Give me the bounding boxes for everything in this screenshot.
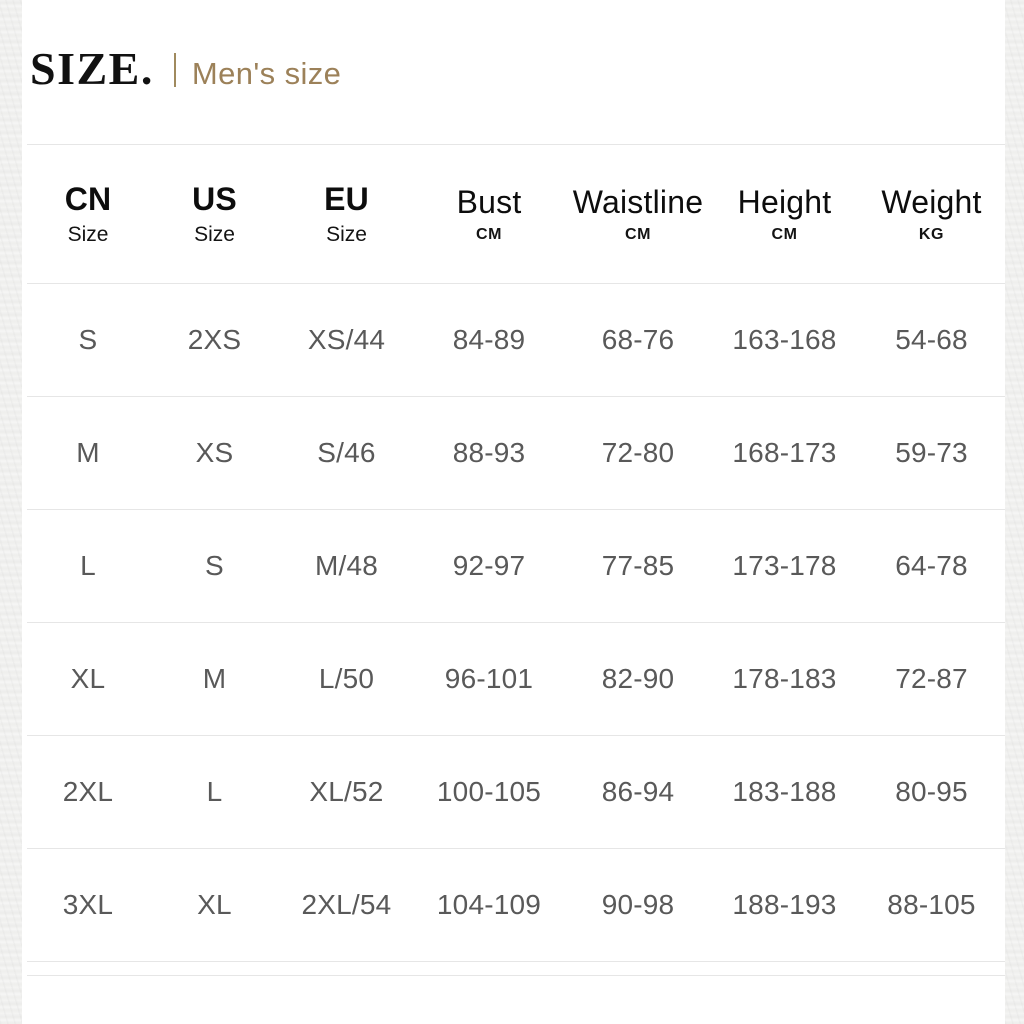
table-row: M XS S/46 88-93 72-80 168-173 59-73 [27, 397, 1005, 510]
column-header-cn: CN Size [27, 145, 149, 284]
table-row: L S M/48 92-97 77-85 173-178 64-78 [27, 510, 1005, 623]
column-header-stack-height: Height CM [711, 186, 858, 243]
column-header-weight: Weight KG [858, 145, 1005, 284]
cell-weight: 54-68 [895, 324, 968, 355]
cell-bust: 96-101 [444, 663, 534, 694]
column-header-title-eu: EU [324, 181, 369, 217]
cell-height: 183-188 [732, 776, 837, 807]
column-header-stack-eu: EU Size [280, 183, 413, 245]
cell-bust: 92-97 [452, 550, 526, 581]
cell-weight: 72-87 [895, 663, 968, 694]
column-header-unit-eu: Size [326, 223, 367, 246]
column-header-stack-weight: Weight KG [858, 186, 1005, 243]
column-header-stack-cn: CN Size [27, 183, 149, 245]
table-header: CN Size US Size EU Size Bust CM Waistline CM Heigh… [27, 144, 1005, 284]
table-row: XL M L/50 96-101 82-90 178-183 72-87 [27, 623, 1005, 736]
table-row: 3XL XL 2XL/54 104-109 90-98 188-193 88-105 [27, 849, 1005, 962]
column-header-unit-us: Size [194, 223, 235, 246]
cell-cn: S [78, 324, 98, 355]
cell-weight: 80-95 [895, 776, 968, 807]
cell-waist: 68-76 [601, 324, 675, 355]
column-header-title-cn: CN [64, 181, 112, 217]
cell-waist: 86-94 [601, 776, 675, 807]
cell-eu: XS/44 [307, 324, 386, 355]
cell-bust: 84-89 [452, 324, 526, 355]
cell-us: XL [197, 889, 232, 920]
cell-us: M [202, 663, 227, 694]
paper-texture-left-edge [0, 0, 22, 1024]
column-header-height: Height CM [711, 145, 858, 284]
cell-waist: 77-85 [601, 550, 675, 581]
cell-cn: 3XL [62, 889, 114, 920]
column-header-title-weight: Weight [881, 183, 982, 220]
column-header-unit-weight: KG [918, 225, 945, 243]
cell-height: 178-183 [732, 663, 837, 694]
column-header-waist: Waistline CM [565, 145, 711, 284]
cell-height: 168-173 [732, 437, 837, 468]
cell-us: 2XS [187, 324, 242, 355]
table-header-row: CN Size US Size EU Size Bust CM Waistline CM Heigh… [27, 144, 1005, 284]
column-header-title-waist: Waistline [572, 183, 704, 220]
cell-height: 163-168 [732, 324, 837, 355]
cell-bust: 104-109 [436, 889, 542, 920]
cell-eu: L/50 [318, 663, 375, 694]
cell-eu: 2XL/54 [301, 889, 392, 920]
title-divider-bar [173, 53, 176, 87]
cell-cn: XL [70, 663, 106, 694]
column-header-us: US Size [149, 145, 280, 284]
cell-us: XS [195, 437, 234, 468]
table-row: 2XL L XL/52 100-105 86-94 183-188 80-95 [27, 736, 1005, 849]
cell-eu: M/48 [314, 550, 379, 581]
cell-waist: 82-90 [601, 663, 675, 694]
cell-bust: 100-105 [436, 776, 542, 807]
cell-height: 173-178 [732, 550, 837, 581]
column-header-unit-waist: CM [624, 225, 652, 243]
cell-eu: XL/52 [309, 776, 384, 807]
cell-waist: 90-98 [601, 889, 675, 920]
column-header-stack-waist: Waistline CM [565, 186, 711, 243]
cell-bust: 88-93 [452, 437, 526, 468]
cell-eu: S/46 [317, 437, 376, 468]
cell-cn: M [76, 437, 100, 468]
cell-cn: 2XL [62, 776, 114, 807]
column-header-stack-us: US Size [149, 183, 280, 245]
column-header-stack-bust: Bust CM [413, 186, 565, 243]
column-header-unit-cn: Size [67, 223, 109, 246]
column-header-unit-bust: CM [475, 225, 503, 243]
cell-weight: 88-105 [887, 889, 976, 920]
size-chart-table: CN Size US Size EU Size Bust CM Waistline CM Heigh… [27, 144, 1005, 962]
paper-texture-right-edge [1005, 0, 1024, 1024]
cell-us: S [205, 550, 224, 581]
cell-weight: 64-78 [895, 550, 968, 581]
cell-height: 188-193 [732, 889, 837, 920]
column-header-title-bust: Bust [456, 183, 522, 220]
table-row: S 2XS XS/44 84-89 68-76 163-168 54-68 [27, 284, 1005, 397]
column-header-eu: EU Size [280, 145, 413, 284]
cell-weight: 59-73 [895, 437, 968, 468]
column-header-title-us: US [192, 181, 237, 217]
cell-waist: 72-80 [601, 437, 675, 468]
page-title: SIZE. Men's size [30, 46, 341, 104]
cell-cn: L [80, 550, 96, 581]
column-header-bust: Bust CM [413, 145, 565, 284]
column-header-title-height: Height [737, 183, 832, 220]
cell-us: L [206, 776, 223, 807]
column-header-unit-height: CM [771, 225, 798, 243]
table-bottom-rule [27, 975, 1005, 976]
chart-sheet: SIZE. Men's size CN Size US Size EU Size Bust C… [22, 0, 1005, 1024]
table-body: S 2XS XS/44 84-89 68-76 163-168 54-68 M XS S/46 88… [27, 284, 1005, 962]
title-subtitle-label: Men's size [191, 56, 342, 91]
title-size-label: SIZE. [30, 43, 154, 94]
